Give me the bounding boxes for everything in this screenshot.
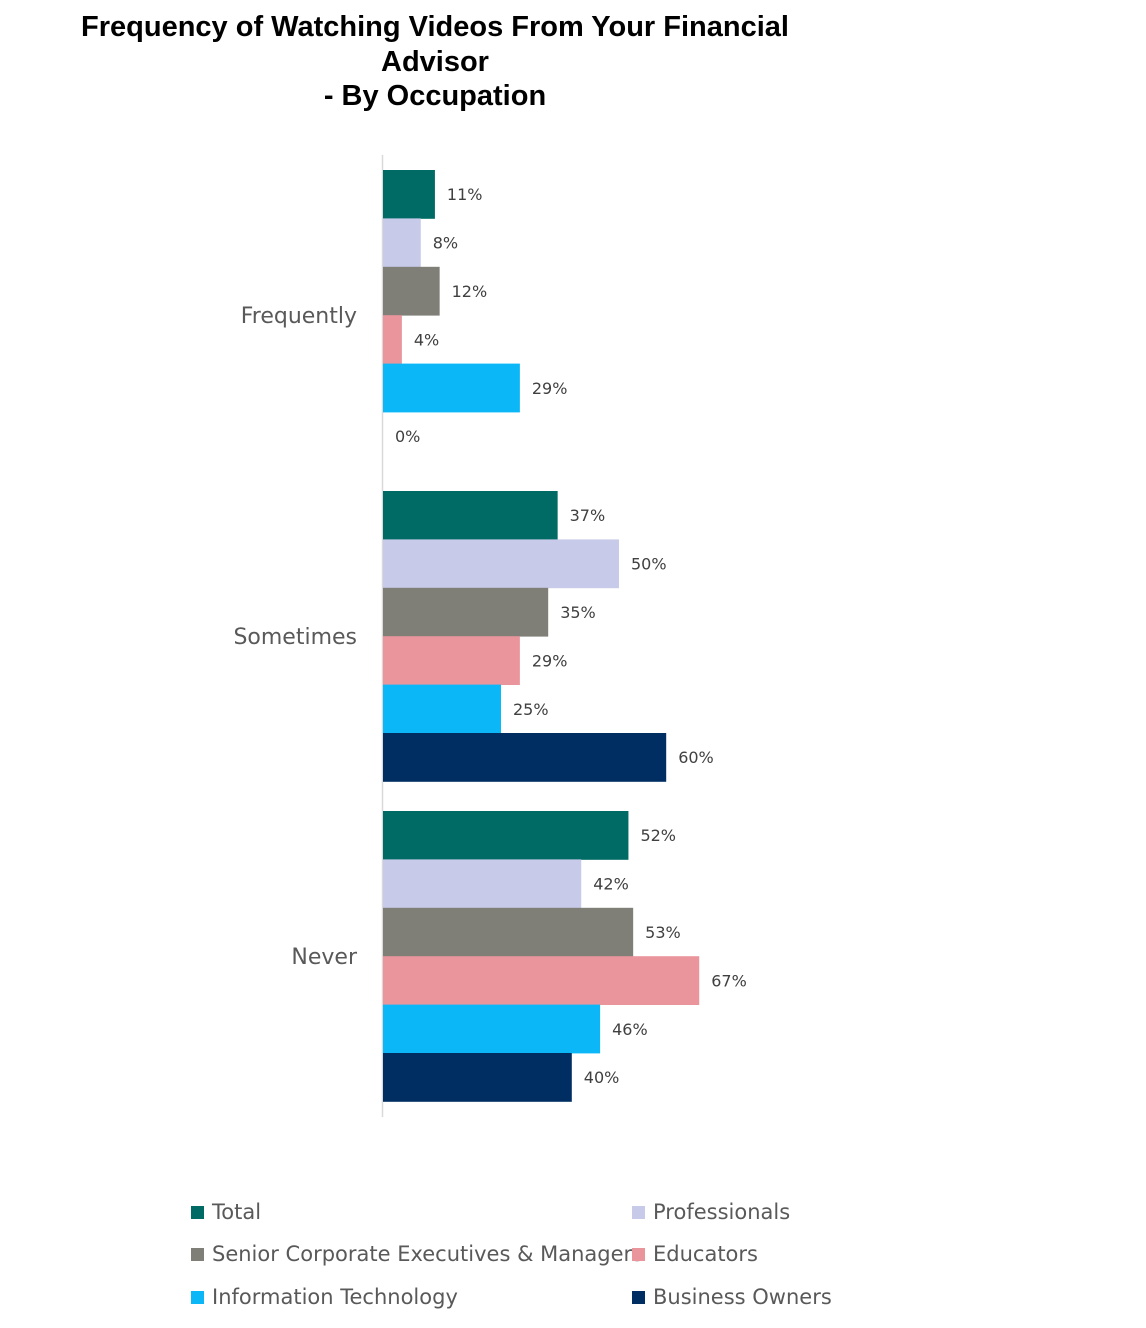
category-label: Frequently: [241, 304, 357, 329]
bar: [383, 266, 440, 316]
data-label: 40%: [584, 1068, 620, 1087]
bar: [383, 315, 402, 364]
chart-title: Frequency of Watching Videos From Your F…: [0, 10, 870, 114]
data-label: 29%: [532, 651, 568, 670]
data-label: 37%: [570, 506, 606, 525]
bar: [383, 1004, 601, 1054]
bar: [383, 539, 619, 589]
data-label: 60%: [678, 748, 714, 767]
bar: [383, 684, 501, 734]
data-label: 29%: [532, 379, 568, 398]
data-label: 0%: [395, 427, 420, 446]
data-label: 12%: [452, 282, 488, 301]
bar: [383, 859, 582, 909]
bar: [383, 1053, 572, 1102]
data-label: 25%: [513, 700, 549, 719]
data-label: 8%: [433, 234, 458, 253]
data-label: 50%: [631, 555, 667, 574]
category-label: Sometimes: [233, 625, 357, 650]
bar: [383, 363, 520, 413]
chart-title-line-2: Advisor: [381, 45, 489, 78]
data-label: 35%: [560, 603, 596, 622]
chart-title-line-3: - By Occupation: [323, 80, 547, 112]
bar: [383, 218, 421, 268]
data-label: 52%: [640, 826, 676, 845]
bar: [383, 907, 634, 957]
data-label: 53%: [645, 923, 681, 942]
data-label: 67%: [711, 971, 747, 990]
data-label: 4%: [414, 330, 439, 349]
bar: [383, 170, 435, 219]
category-label: Never: [291, 945, 358, 970]
data-label: 42%: [593, 875, 629, 894]
data-label: 46%: [612, 1020, 648, 1039]
data-label: 11%: [447, 185, 483, 204]
bar: [383, 733, 667, 782]
bar: [383, 811, 629, 860]
bar: [383, 491, 558, 540]
bar: [383, 587, 549, 637]
bar: [383, 956, 700, 1005]
chart-title-line-1: Frequency of Watching Videos From Your F…: [81, 11, 789, 43]
bar: [383, 636, 520, 685]
